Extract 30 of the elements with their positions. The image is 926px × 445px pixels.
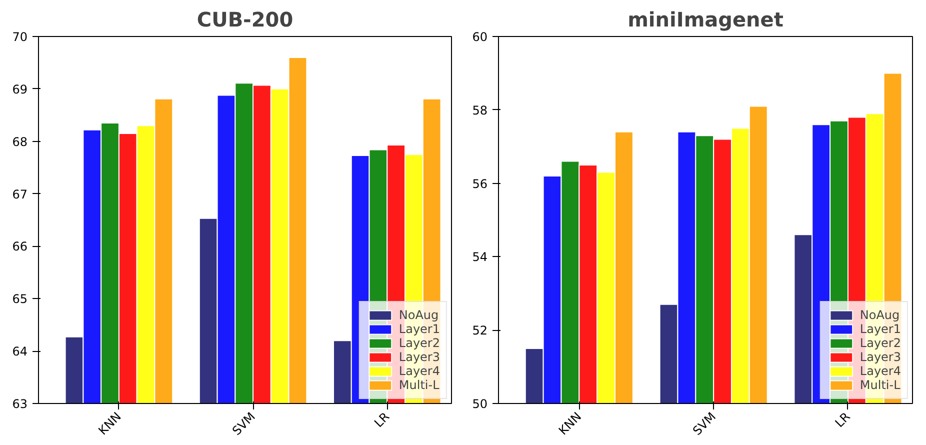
legend-label: Layer4 [860, 364, 901, 378]
legend-label: NoAug [860, 308, 900, 322]
legend-label: Layer1 [398, 322, 440, 336]
x-tick-label: LR [832, 410, 853, 430]
chart-title: miniImagenet [628, 8, 784, 32]
legend-label: Multi-L [860, 378, 900, 392]
y-tick-label: 65 [12, 292, 28, 306]
legend-label: Layer3 [860, 350, 901, 364]
chart-title: CUB-200 [196, 8, 294, 32]
y-tick-label: 63 [12, 397, 28, 411]
y-tick-label: 52 [472, 324, 488, 338]
y-tick-label: 68 [12, 134, 28, 149]
x-tick-label: LR [372, 410, 392, 430]
y-tick-label: 56 [472, 176, 488, 191]
legend-label: Layer3 [398, 350, 440, 364]
y-tick-label: 58 [472, 103, 488, 118]
y-tick-label: 64 [12, 344, 28, 359]
y-tick-label: 66 [12, 240, 28, 254]
y-tick-label: 69 [12, 82, 28, 96]
legend-label: Layer1 [860, 322, 901, 336]
y-tick-label: 60 [472, 30, 488, 44]
legend-label: Layer2 [398, 336, 440, 350]
legend-label: NoAug [398, 308, 439, 322]
legend-label: Multi-L [398, 378, 440, 392]
legend-label: Layer2 [860, 336, 901, 350]
y-tick-label: 54 [472, 250, 488, 264]
y-tick-label: 67 [12, 187, 28, 202]
y-tick-label: 50 [472, 397, 488, 411]
y-tick-label: 70 [12, 30, 28, 44]
legend-label: Layer4 [398, 364, 440, 378]
